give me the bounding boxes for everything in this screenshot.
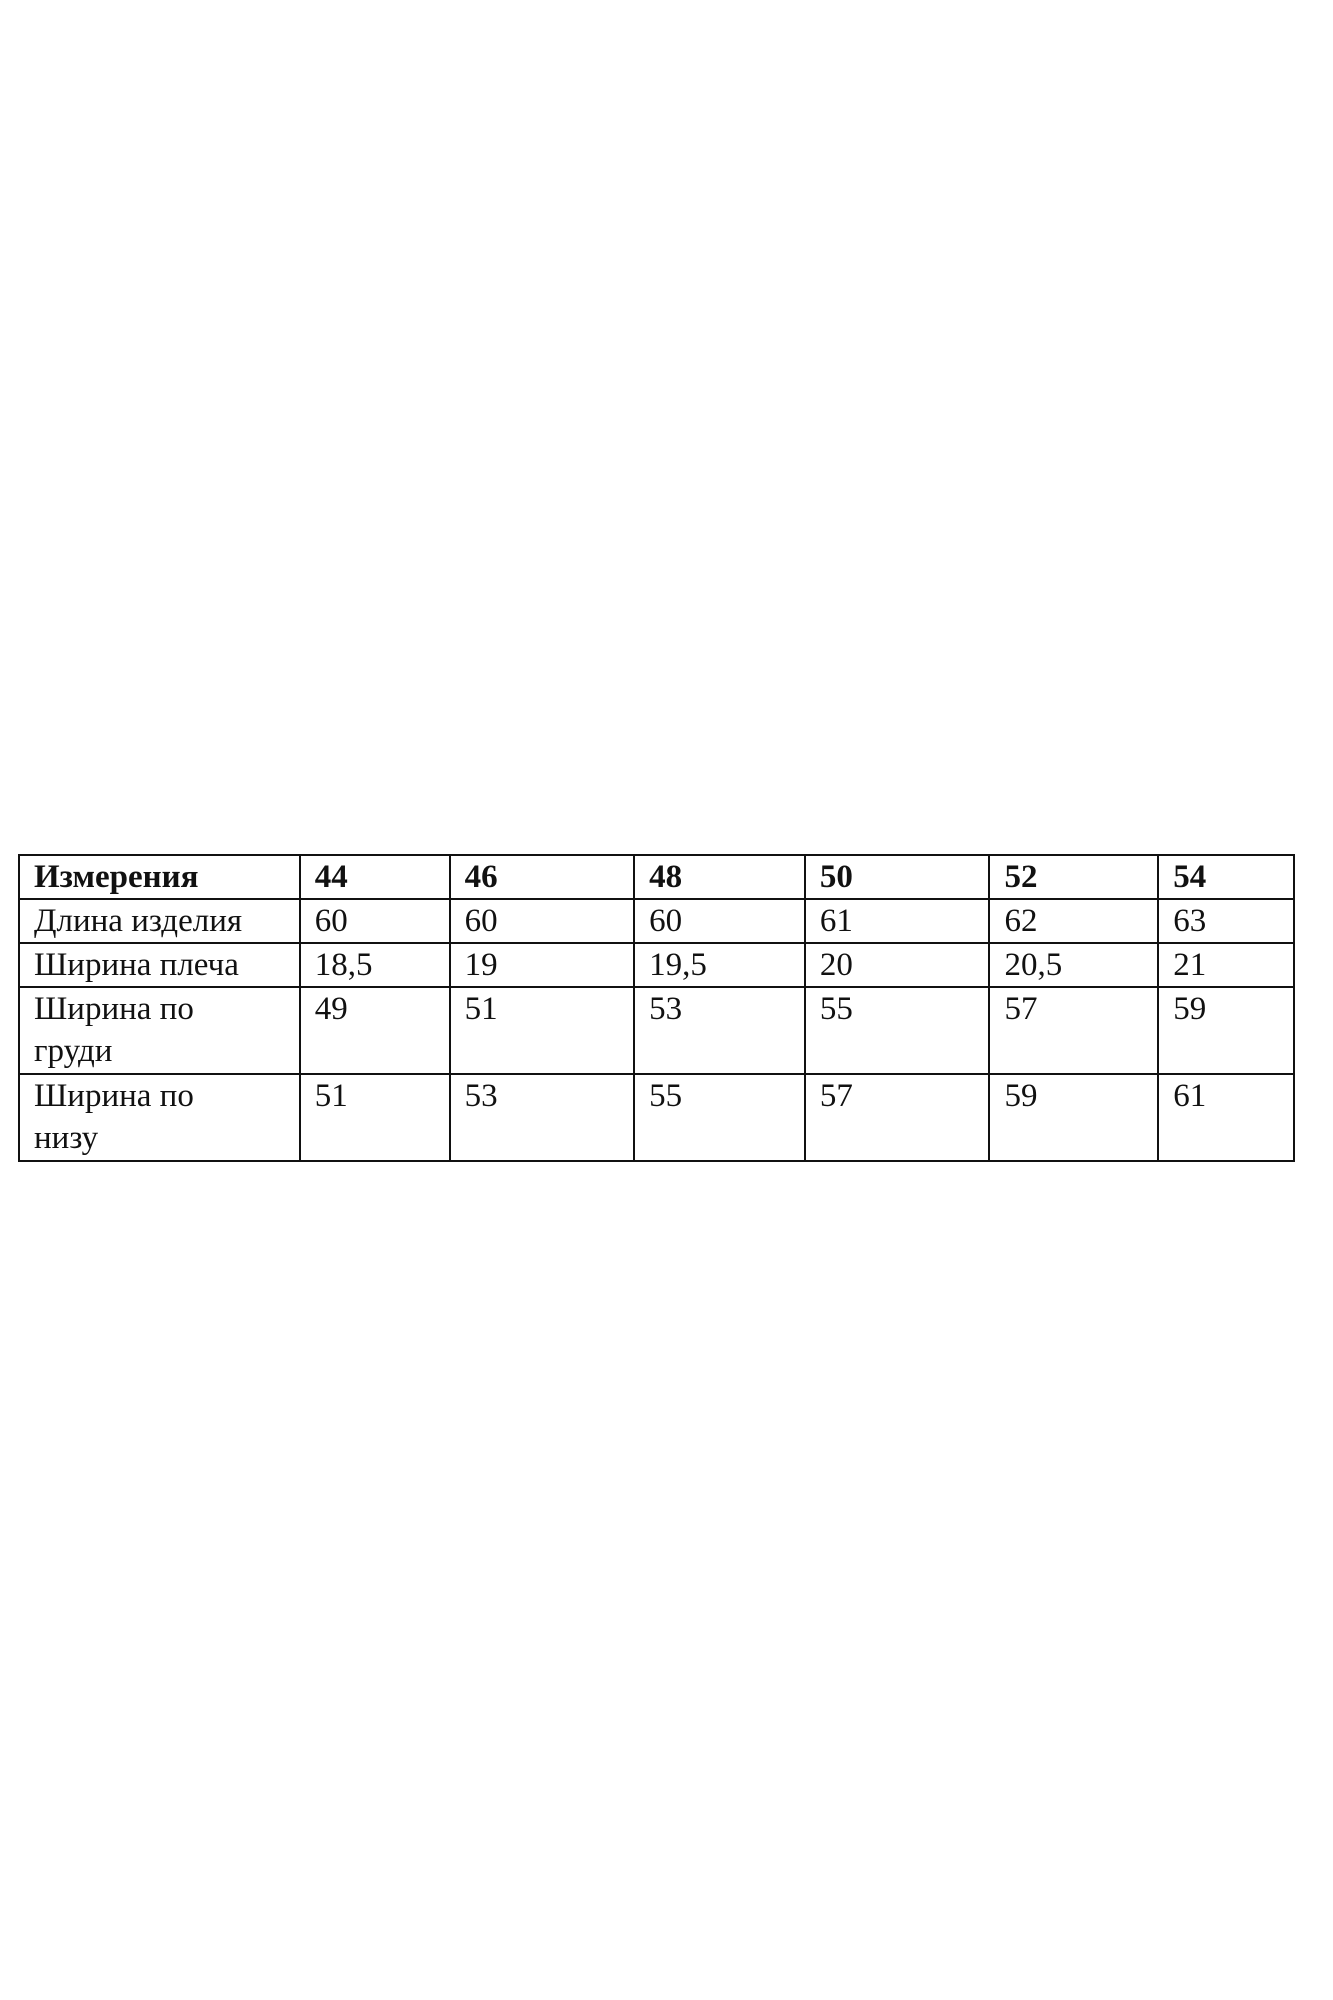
table-cell: 53 — [448, 1073, 636, 1162]
header-cell: 50 — [803, 854, 991, 900]
table-cell: 59 — [988, 1073, 1160, 1162]
row-label: Ширина плеча — [18, 942, 301, 988]
table-cell: 62 — [988, 898, 1160, 944]
header-cell: 48 — [633, 854, 806, 900]
table-cell: 61 — [803, 898, 991, 944]
table-cell: 18,5 — [298, 942, 451, 988]
table-cell: 21 — [1157, 942, 1295, 988]
table-row: Ширина по груди 49 51 53 55 57 59 — [18, 986, 1295, 1075]
table-row: Длина изделия 60 60 60 61 62 63 — [18, 898, 1295, 944]
table-cell: 63 — [1157, 898, 1295, 944]
header-cell: 54 — [1157, 854, 1295, 900]
table-cell: 60 — [448, 898, 636, 944]
table-cell: 49 — [298, 986, 451, 1075]
table-row: Ширина по низу 51 53 55 57 59 61 — [18, 1073, 1295, 1162]
table-cell: 19 — [448, 942, 636, 988]
table-cell: 20,5 — [988, 942, 1160, 988]
table-cell: 51 — [298, 1073, 451, 1162]
table-cell: 51 — [448, 986, 636, 1075]
table-cell: 55 — [633, 1073, 806, 1162]
table-cell: 57 — [803, 1073, 991, 1162]
table-cell: 59 — [1157, 986, 1295, 1075]
table-cell: 20 — [803, 942, 991, 988]
size-table: Измерения 44 46 48 50 52 54 Длина издели… — [18, 854, 1295, 1162]
table-cell: 60 — [298, 898, 451, 944]
table-header-row: Измерения 44 46 48 50 52 54 — [18, 854, 1295, 900]
row-label: Ширина по груди — [18, 986, 301, 1075]
row-label: Ширина по низу — [18, 1073, 301, 1162]
row-label: Длина изделия — [18, 898, 301, 944]
table-cell: 57 — [988, 986, 1160, 1075]
table-row: Ширина плеча 18,5 19 19,5 20 20,5 21 — [18, 942, 1295, 988]
table-cell: 61 — [1157, 1073, 1295, 1162]
header-cell: 52 — [988, 854, 1160, 900]
table-cell: 55 — [803, 986, 991, 1075]
header-cell: Измерения — [18, 854, 301, 900]
header-cell: 46 — [448, 854, 636, 900]
header-cell: 44 — [298, 854, 451, 900]
table-cell: 19,5 — [633, 942, 806, 988]
table-cell: 60 — [633, 898, 806, 944]
table-cell: 53 — [633, 986, 806, 1075]
